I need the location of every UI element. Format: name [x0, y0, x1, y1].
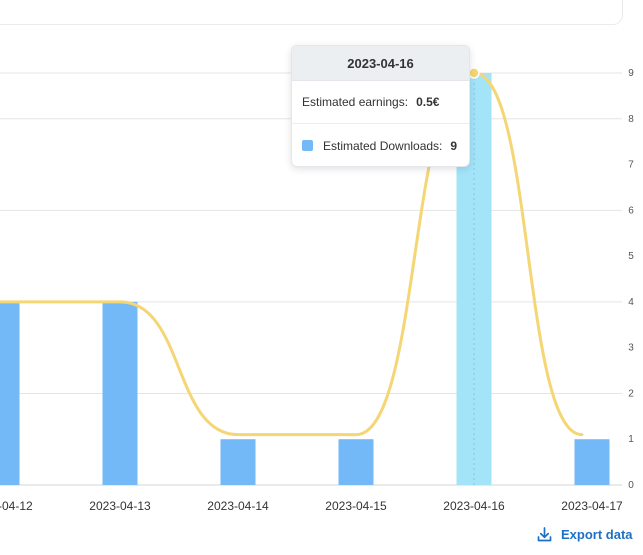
y-tick-label-1: 1 [628, 434, 634, 445]
tooltip-earnings-row: Estimated earnings: 0.5€ [292, 81, 469, 124]
y-tick-label-8: 8 [628, 114, 634, 125]
x-tick-label-2023-04-15: 2023-04-15 [325, 499, 387, 513]
tooltip-earnings-label: Estimated earnings: [302, 95, 409, 109]
y-tick-label-5: 5 [628, 251, 634, 262]
y-tick-label-2: 2 [628, 388, 634, 399]
tooltip-downloads-label: Estimated Downloads: [323, 138, 443, 153]
y-tick-label-9: 9 [628, 68, 634, 79]
bar-2023-04-13 [102, 301, 138, 485]
export-data-label: Export data [561, 527, 633, 542]
x-tick-label-2023-04-14: 2023-04-14 [207, 499, 269, 513]
x-tick-label-2023-04-17: 2023-04-17 [561, 499, 623, 513]
tooltip-downloads-row: Estimated Downloads: 9 [292, 124, 469, 166]
earnings-point-highlight [468, 67, 480, 79]
y-tick-label-0: 0 [628, 480, 634, 491]
downloads-swatch [302, 140, 313, 151]
top-card [0, 0, 623, 25]
tooltip-downloads-value: 9 [450, 138, 458, 153]
bar-2023-04-15 [338, 439, 374, 485]
x-tick-label-2023-04-16: 2023-04-16 [443, 499, 505, 513]
x-tick-label-2023-04-13: 2023-04-13 [89, 499, 151, 513]
bar-2023-04-17 [574, 439, 610, 485]
y-tick-label-3: 3 [628, 343, 634, 354]
bar-2023-04-14 [220, 439, 256, 485]
y-tick-label-6: 6 [628, 205, 634, 216]
tooltip-date: 2023-04-16 [292, 46, 469, 81]
download-icon [537, 527, 552, 542]
chart-tooltip: 2023-04-16 Estimated earnings: 0.5€ Esti… [291, 45, 470, 167]
y-tick-label-4: 4 [628, 297, 634, 308]
export-data-button[interactable]: Export data [537, 527, 633, 542]
tooltip-earnings-value: 0.5€ [416, 95, 440, 109]
y-tick-label-7: 7 [628, 160, 634, 171]
x-tick-label-2023-04-12: 2023-04-12 [0, 499, 33, 513]
earnings-line [0, 71, 584, 437]
bar-2023-04-12 [0, 301, 20, 485]
